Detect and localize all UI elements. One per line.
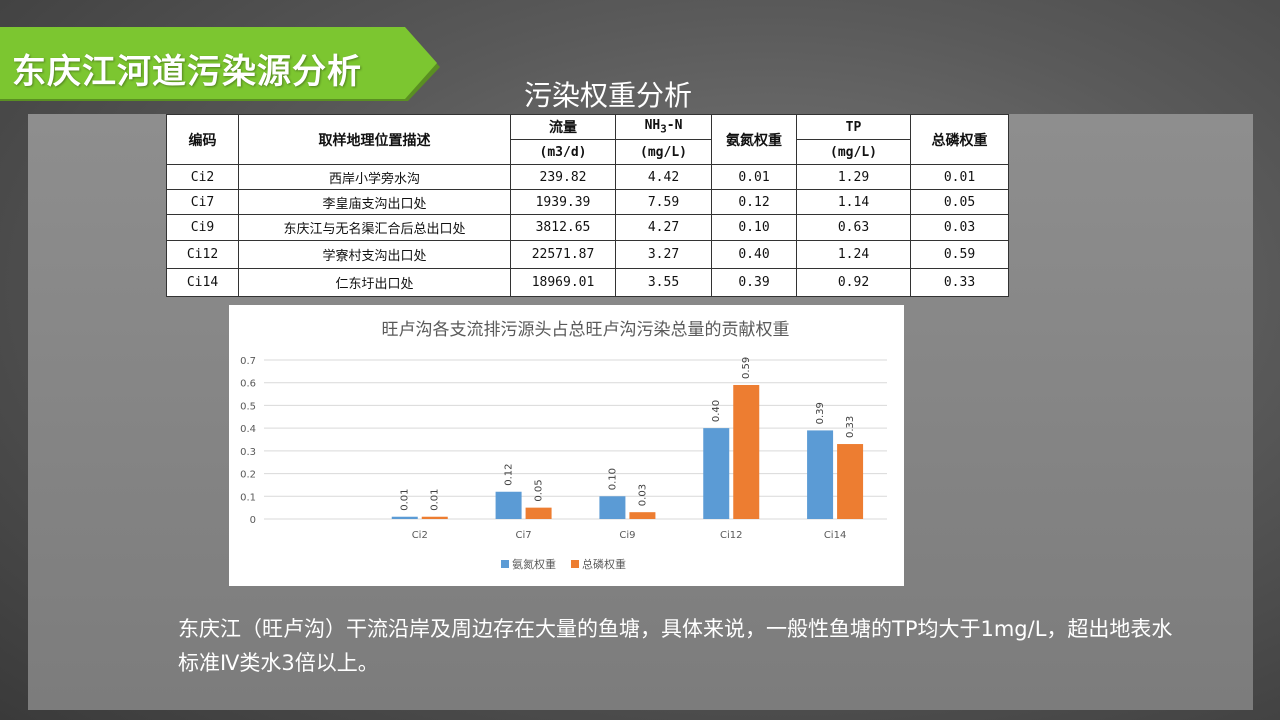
header-nh3-sub: 3 bbox=[660, 122, 667, 136]
y-tick-label: 0.7 bbox=[240, 356, 256, 367]
data-label: 0.59 bbox=[741, 357, 752, 379]
header-nh3-prefix: NH bbox=[644, 118, 661, 134]
data-label: 0.12 bbox=[504, 463, 515, 485]
chart-title: 旺卢沟各支流排污源头占总旺卢沟污染总量的贡献权重 bbox=[382, 320, 790, 340]
header-flow: 流量 bbox=[510, 114, 616, 140]
cell-location: 李皇庙支沟出口处 bbox=[238, 189, 511, 215]
data-label: 0.39 bbox=[815, 402, 826, 424]
description-text: 东庆江（旺卢沟）干流沿岸及周边存在大量的鱼塘，具体来说，一般性鱼塘的TP均大于1… bbox=[178, 617, 1173, 675]
data-table: 编码 取样地理位置描述 流量 NH3-N 氨氮权重 TP 总磷权重 (m3/d)… bbox=[166, 114, 1009, 297]
data-label: 0.33 bbox=[845, 416, 856, 438]
legend-label: 氨氮权重 bbox=[512, 557, 556, 571]
data-label: 0.10 bbox=[607, 468, 618, 490]
title-banner: 东庆江河道污染源分析 bbox=[0, 27, 440, 105]
title-banner-shape bbox=[0, 27, 440, 101]
subtitle: 污染权重分析 bbox=[524, 79, 693, 112]
cell-id: Ci9 bbox=[166, 214, 239, 241]
legend-swatch bbox=[501, 560, 509, 568]
cell-nh3-weight: 0.10 bbox=[711, 214, 797, 241]
y-tick-label: 0.1 bbox=[240, 492, 256, 503]
header-tp-unit: (mg/L) bbox=[796, 139, 911, 165]
header-location: 取样地理位置描述 bbox=[238, 114, 511, 165]
cell-tp: 1.24 bbox=[796, 240, 911, 269]
slide-title: 东庆江河道污染源分析 bbox=[12, 52, 362, 92]
header-nh3-unit: (mg/L) bbox=[615, 139, 712, 165]
header-nh3: NH3-N bbox=[615, 114, 712, 140]
cell-flow: 1939.39 bbox=[510, 189, 616, 215]
x-tick-label: Ci7 bbox=[516, 530, 532, 541]
x-tick-label: Ci12 bbox=[720, 530, 743, 541]
y-tick-label: 0.6 bbox=[240, 379, 256, 390]
table-row: Ci2 西岸小学旁水沟 239.82 4.42 0.01 1.29 0.01 bbox=[166, 164, 1009, 190]
cell-tp: 1.29 bbox=[796, 164, 911, 190]
y-tick-label: 0.3 bbox=[240, 447, 256, 458]
cell-flow: 22571.87 bbox=[510, 240, 616, 269]
cell-id: Ci7 bbox=[166, 189, 239, 215]
bar-ammonia bbox=[599, 496, 626, 519]
bar-ammonia bbox=[495, 491, 522, 519]
cell-tp-weight: 0.05 bbox=[910, 189, 1009, 215]
cell-nh3: 3.55 bbox=[615, 268, 712, 297]
cell-tp: 0.63 bbox=[796, 214, 911, 241]
legend-swatch bbox=[571, 560, 579, 568]
cell-tp-weight: 0.01 bbox=[910, 164, 1009, 190]
cell-flow: 18969.01 bbox=[510, 268, 616, 297]
cell-id: Ci12 bbox=[166, 240, 239, 269]
cell-nh3: 7.59 bbox=[615, 189, 712, 215]
bar-phosphorus bbox=[837, 444, 864, 519]
table-row: Ci7 李皇庙支沟出口处 1939.39 7.59 0.12 1.14 0.05 bbox=[166, 189, 1009, 215]
cell-location: 学寮村支沟出口处 bbox=[238, 240, 511, 269]
cell-nh3-weight: 0.12 bbox=[711, 189, 797, 215]
cell-id: Ci2 bbox=[166, 164, 239, 190]
cell-nh3: 4.42 bbox=[615, 164, 712, 190]
bar-chart: 旺卢沟各支流排污源头占总旺卢沟污染总量的贡献权重 0 0.1 0.2 0.3 0.4 0.5… bbox=[240, 320, 887, 571]
bar-ammonia bbox=[807, 430, 834, 519]
cell-location: 仁东圩出口处 bbox=[238, 268, 511, 297]
cell-tp-weight: 0.33 bbox=[910, 268, 1009, 297]
cell-nh3: 3.27 bbox=[615, 240, 712, 269]
y-tick-label: 0.5 bbox=[240, 401, 256, 412]
bar-phosphorus bbox=[629, 512, 656, 519]
bar-phosphorus bbox=[525, 507, 552, 519]
data-label: 0.05 bbox=[534, 479, 545, 501]
y-tick-label: 0.4 bbox=[240, 424, 256, 435]
header-id: 编码 bbox=[166, 114, 239, 165]
bar-phosphorus bbox=[421, 516, 448, 519]
x-tick-label: Ci14 bbox=[824, 530, 847, 541]
header-ammonia-weight: 氨氮权重 bbox=[711, 114, 797, 165]
cell-nh3: 4.27 bbox=[615, 214, 712, 241]
cell-tp: 0.92 bbox=[796, 268, 911, 297]
cell-nh3-weight: 0.39 bbox=[711, 268, 797, 297]
data-label: 0.40 bbox=[711, 400, 722, 422]
cell-flow: 239.82 bbox=[510, 164, 616, 190]
legend-label: 总磷权重 bbox=[582, 557, 626, 571]
bar-phosphorus bbox=[733, 384, 760, 519]
cell-location: 东庆江与无名渠汇合后总出口处 bbox=[238, 214, 511, 241]
header-tp: TP bbox=[796, 114, 911, 140]
y-tick-label: 0 bbox=[250, 515, 256, 526]
cell-flow: 3812.65 bbox=[510, 214, 616, 241]
x-tick-label: Ci2 bbox=[412, 530, 428, 541]
cell-nh3-weight: 0.40 bbox=[711, 240, 797, 269]
cell-location: 西岸小学旁水沟 bbox=[238, 164, 511, 190]
x-tick-label: Ci9 bbox=[619, 530, 635, 541]
header-tp-weight: 总磷权重 bbox=[910, 114, 1009, 165]
data-label: 0.01 bbox=[400, 488, 411, 510]
table-row: Ci12 学寮村支沟出口处 22571.87 3.27 0.40 1.24 0.… bbox=[166, 240, 1009, 269]
bar-ammonia bbox=[703, 428, 730, 519]
header-nh3-suffix: -N bbox=[666, 118, 683, 134]
table-row: Ci9 东庆江与无名渠汇合后总出口处 3812.65 4.27 0.10 0.6… bbox=[166, 214, 1009, 241]
bar-ammonia bbox=[391, 516, 418, 519]
data-label: 0.01 bbox=[430, 488, 441, 510]
cell-tp-weight: 0.59 bbox=[910, 240, 1009, 269]
header-flow-unit: (m3/d) bbox=[510, 139, 616, 165]
cell-tp-weight: 0.03 bbox=[910, 214, 1009, 241]
y-tick-label: 0.2 bbox=[240, 470, 256, 481]
chart-box: 旺卢沟各支流排污源头占总旺卢沟污染总量的贡献权重 0 0.1 0.2 0.3 0.4 0.5… bbox=[229, 305, 904, 586]
table-row: Ci14 仁东圩出口处 18969.01 3.55 0.39 0.92 0.33 bbox=[166, 268, 1009, 297]
cell-id: Ci14 bbox=[166, 268, 239, 297]
data-label: 0.03 bbox=[637, 484, 648, 506]
cell-tp: 1.14 bbox=[796, 189, 911, 215]
cell-nh3-weight: 0.01 bbox=[711, 164, 797, 190]
